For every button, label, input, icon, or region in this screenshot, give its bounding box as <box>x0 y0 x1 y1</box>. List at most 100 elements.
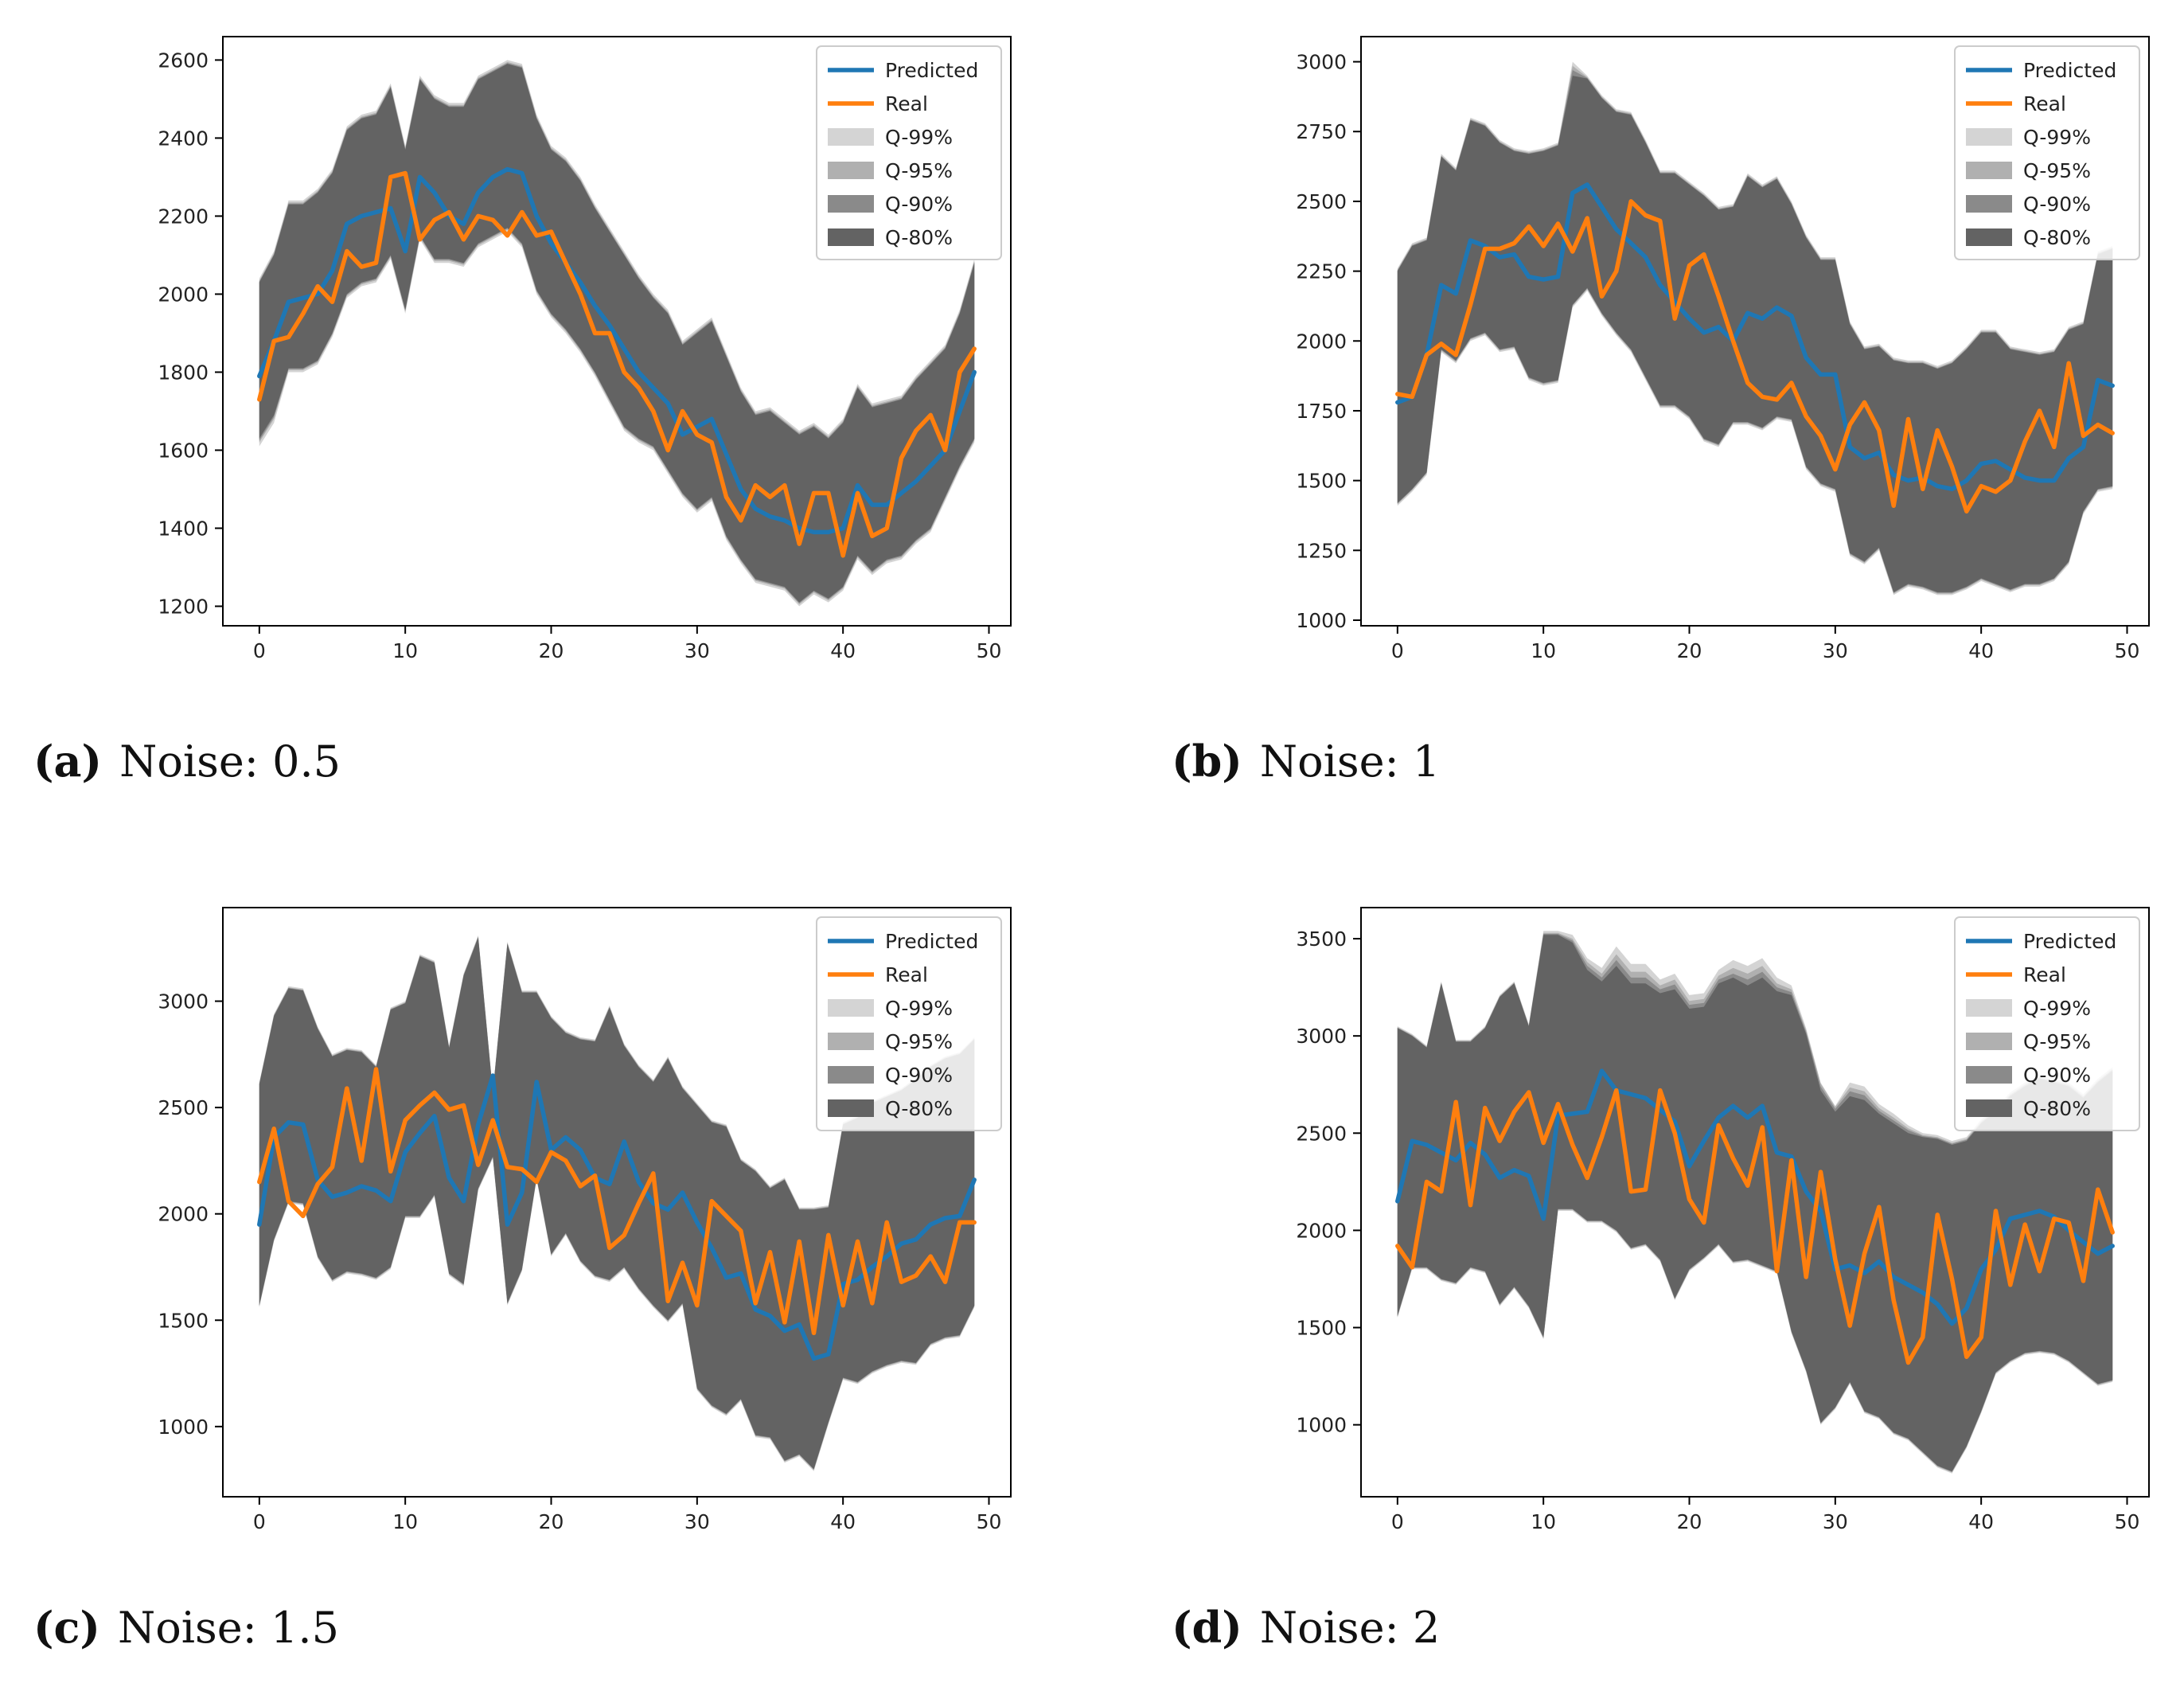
y-tick-label-a: 1600 <box>158 439 209 462</box>
legend-label-q90-c: Q-90% <box>885 1064 953 1087</box>
legend-label-q95-c: Q-95% <box>885 1030 953 1053</box>
y-tick-label-c: 1500 <box>158 1309 209 1332</box>
legend-label-q90-b: Q-90% <box>2023 193 2091 216</box>
legend-label-q99-c: Q-99% <box>885 997 953 1020</box>
x-tick-label-b: 20 <box>1677 639 1702 662</box>
legend-label-q95-d: Q-95% <box>2023 1030 2091 1053</box>
caption-a-label: (a) <box>33 736 103 787</box>
x-tick-label-b: 40 <box>1968 639 1994 662</box>
plot-marks-d <box>1395 931 2115 1474</box>
legend-swatch-q99-d <box>1966 999 2012 1017</box>
x-tick-label-d: 50 <box>2115 1510 2140 1533</box>
legend-swatch-q99-a <box>828 128 874 146</box>
line-real-a <box>257 170 977 558</box>
x-tick-label-a: 0 <box>253 639 266 662</box>
x-tick-label-b: 30 <box>1823 639 1848 662</box>
legend-swatch-q95-c <box>828 1033 874 1050</box>
axes-frame-a <box>222 36 1012 627</box>
y-tick-label-a: 2400 <box>158 127 209 150</box>
band-q80-d <box>1397 935 2113 1472</box>
y-tick-label-a: 2600 <box>158 49 209 72</box>
y-tick-label-d: 2500 <box>1296 1122 1347 1145</box>
y-tick-label-d: 3000 <box>1296 1025 1347 1048</box>
legend-label-predicted-c: Predicted <box>885 930 978 953</box>
legend-swatch-q90-a <box>828 195 874 213</box>
x-tick-label-d: 30 <box>1823 1510 1848 1533</box>
legend-label-predicted-b: Predicted <box>2023 59 2116 82</box>
line-predicted-c <box>257 1073 977 1361</box>
y-tick-label-b: 2250 <box>1296 260 1347 283</box>
caption-c: (c) Noise: 1.5 <box>33 1602 339 1653</box>
y-tick-label-b: 2000 <box>1296 330 1347 353</box>
legend-label-q90-d: Q-90% <box>2023 1064 2091 1087</box>
legend-swatch-q80-b <box>1966 228 2012 246</box>
legend-swatch-q99-b <box>1966 128 2012 146</box>
legend-label-q80-a: Q-80% <box>885 226 953 249</box>
y-tick-label-a: 2200 <box>158 205 209 228</box>
axes-frame-c <box>222 907 1012 1498</box>
legend-label-real-b: Real <box>2023 92 2066 115</box>
x-tick-label-c: 30 <box>684 1510 710 1533</box>
axes-frame-b <box>1360 36 2150 627</box>
y-tick-label-c: 2000 <box>158 1203 209 1226</box>
legend-swatch-q90-c <box>828 1066 874 1084</box>
y-tick-label-c: 1000 <box>158 1416 209 1439</box>
chart-d: 0 10 20 30 40 50 1000 1500 2000 2500 3000 3500 Predi… <box>1296 907 2150 1533</box>
x-tick-label-a: 30 <box>684 639 710 662</box>
y-tick-label-a: 1800 <box>158 361 209 384</box>
y-tick-label-b: 1500 <box>1296 470 1347 493</box>
y-tick-label-a: 1400 <box>158 517 209 540</box>
y-tick-label-b: 1000 <box>1296 609 1347 632</box>
y-tick-label-d: 1500 <box>1296 1317 1347 1340</box>
caption-d-label: (d) <box>1172 1602 1242 1653</box>
legend-swatch-q99-c <box>828 999 874 1017</box>
legend-swatch-q80-c <box>828 1099 874 1117</box>
legend-swatch-q95-b <box>1966 162 2012 179</box>
y-tick-label-c: 3000 <box>158 990 209 1013</box>
line-real-b <box>1395 199 2115 514</box>
caption-b-label: (b) <box>1172 736 1242 787</box>
legend-label-predicted-d: Predicted <box>2023 930 2116 953</box>
x-tick-label-c: 40 <box>830 1510 856 1533</box>
legend-label-q99-a: Q-99% <box>885 126 953 149</box>
legend-swatch-q80-a <box>828 228 874 246</box>
legend-label-q95-a: Q-95% <box>885 159 953 182</box>
caption-c-text: Noise: 1.5 <box>117 1603 339 1653</box>
line-predicted-a <box>257 166 977 535</box>
chart-b: 0 10 20 30 40 50 1000 1250 1500 1750 2000 2250 2500 2… <box>1296 36 2150 662</box>
x-tick-label-b: 0 <box>1391 639 1404 662</box>
legend-label-real-c: Real <box>885 963 928 986</box>
x-tick-label-b: 50 <box>2115 639 2140 662</box>
x-tick-label-d: 40 <box>1968 1510 1994 1533</box>
caption-d-text: Noise: 2 <box>1259 1603 1441 1653</box>
band-q80-b <box>1397 76 2113 592</box>
line-predicted-d <box>1395 1068 2115 1326</box>
y-tick-label-b: 3000 <box>1296 51 1347 74</box>
chart-a: 0 10 20 30 40 50 1200 1400 1600 1800 2000 2200 2400 2… <box>158 36 1012 662</box>
caption-b: (b) Noise: 1 <box>1172 736 1440 787</box>
legend-swatch-q80-d <box>1966 1099 2012 1117</box>
y-tick-label-d: 1000 <box>1296 1414 1347 1437</box>
caption-a: (a) Noise: 0.5 <box>33 736 341 787</box>
legend-label-q99-b: Q-99% <box>2023 126 2091 149</box>
plot-marks-b <box>1395 61 2115 596</box>
x-tick-label-c: 0 <box>253 1510 266 1533</box>
y-tick-label-a: 2000 <box>158 283 209 306</box>
legend-swatch-q95-a <box>828 162 874 179</box>
caption-b-text: Noise: 1 <box>1259 736 1441 787</box>
caption-c-label: (c) <box>33 1602 100 1653</box>
x-tick-label-a: 20 <box>539 639 564 662</box>
x-tick-label-b: 10 <box>1531 639 1556 662</box>
y-tick-label-b: 1750 <box>1296 400 1347 423</box>
legend-label-q80-c: Q-80% <box>885 1097 953 1120</box>
legend-label-q99-d: Q-99% <box>2023 997 2091 1020</box>
band-q80-c <box>259 937 975 1470</box>
legend-swatch-q95-d <box>1966 1033 2012 1050</box>
chart-c: 0 10 20 30 40 50 1000 1500 2000 2500 3000 Predicted… <box>158 907 1012 1533</box>
legend-swatch-q90-d <box>1966 1066 2012 1084</box>
caption-d: (d) Noise: 2 <box>1172 1602 1440 1653</box>
y-tick-label-c: 2500 <box>158 1096 209 1119</box>
y-tick-label-d: 3500 <box>1296 928 1347 951</box>
x-tick-label-c: 20 <box>539 1510 564 1533</box>
